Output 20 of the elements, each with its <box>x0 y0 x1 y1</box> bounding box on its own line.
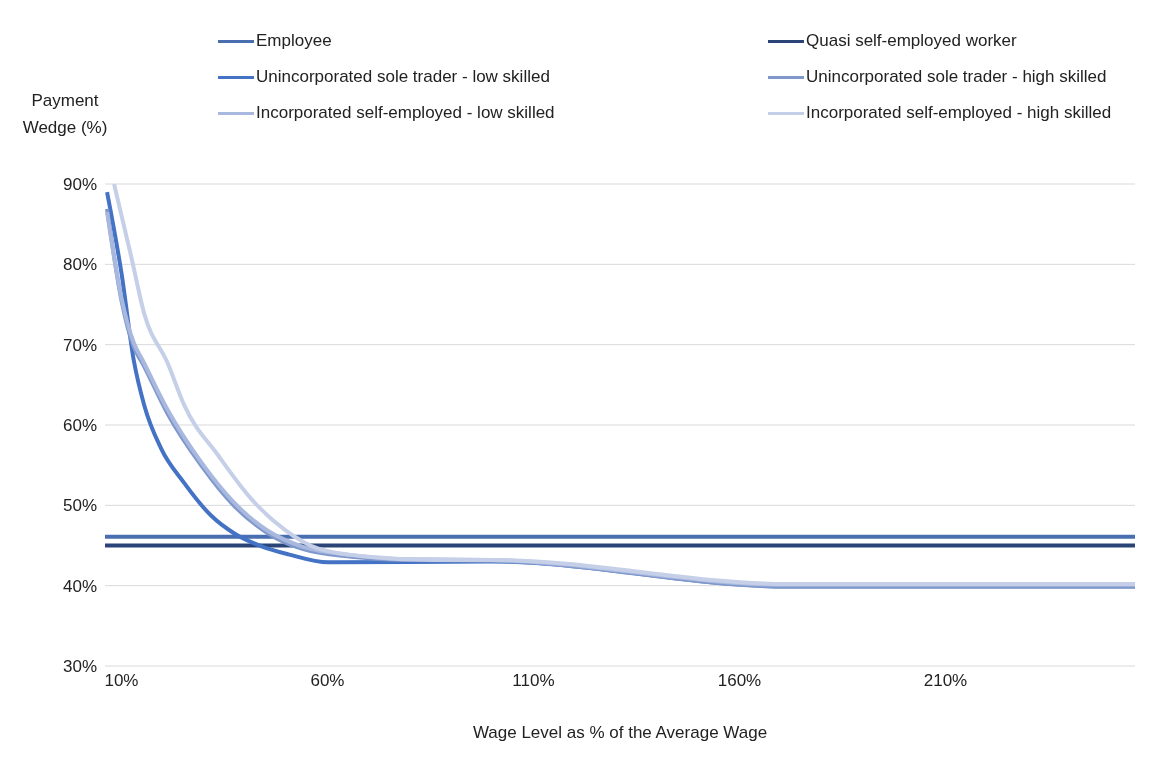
y-tick-label: 50% <box>62 496 97 516</box>
legend-label: Employee <box>256 31 332 51</box>
legend-label: Unincorporated sole trader - high skilled <box>806 67 1107 87</box>
legend-label: Unincorporated sole trader - low skilled <box>256 67 550 87</box>
x-tick-label: 210% <box>923 671 968 691</box>
legend-label: Incorporated self-employed - low skilled <box>256 103 555 123</box>
x-tick-label: 60% <box>310 671 345 691</box>
y-tick-label: 90% <box>62 175 97 195</box>
y-tick-label: 60% <box>62 416 97 436</box>
y-tick-label: 30% <box>62 657 97 677</box>
y-tick-label: 40% <box>62 576 97 596</box>
y-tick-label: 70% <box>62 335 97 355</box>
y-axis-title: Payment Wedge (%) <box>22 91 108 137</box>
y-tick-label: 80% <box>62 255 97 275</box>
legend-label: Incorporated self-employed - high skilled <box>806 103 1112 123</box>
x-tick-label: 10% <box>104 671 139 691</box>
x-tick-label: 160% <box>717 671 762 691</box>
x-tick-label: 110% <box>512 671 555 691</box>
legend-label: Quasi self-employed worker <box>806 31 1017 51</box>
x-axis-title: Wage Level as % of the Average Wage <box>472 723 768 742</box>
